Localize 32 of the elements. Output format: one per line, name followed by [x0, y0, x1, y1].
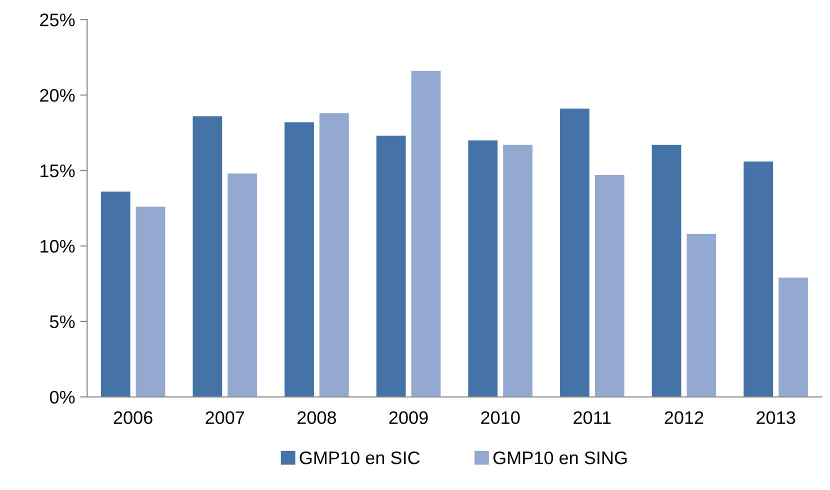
- y-tick-label: 5%: [50, 315, 75, 328]
- legend-label: GMP10 en SING: [493, 451, 627, 464]
- x-tick-label: 2006: [114, 411, 152, 424]
- y-tick-label: 25%: [40, 14, 75, 26]
- bar: [468, 140, 498, 397]
- bar: [778, 278, 808, 397]
- x-tick-label: 2012: [664, 411, 704, 424]
- x-tick-label: 2008: [298, 411, 336, 424]
- bar: [319, 113, 349, 397]
- x-tick-label: 2013: [756, 411, 796, 424]
- x-tick-label: 2011: [574, 411, 611, 424]
- x-tick-label: 2010: [481, 411, 520, 424]
- legend-label: GMP10 en SIC: [300, 451, 420, 464]
- bar: [652, 144, 682, 397]
- bar: [376, 136, 406, 397]
- bar: [686, 234, 716, 397]
- bar: [228, 174, 258, 397]
- y-tick-label: 10%: [40, 240, 75, 253]
- bar: [192, 116, 222, 397]
- y-tick-label: 20%: [40, 88, 75, 102]
- bar: [411, 70, 441, 397]
- bar: [284, 122, 314, 397]
- x-tick-label: 2007: [206, 411, 244, 424]
- bar: [503, 144, 532, 397]
- bar: [744, 161, 774, 397]
- x-tick-label: 2009: [389, 411, 428, 424]
- y-tick-label: 0%: [50, 390, 75, 404]
- bar: [136, 206, 166, 397]
- bar: [560, 108, 590, 397]
- bar: [594, 175, 624, 397]
- y-tick-label: 15%: [40, 164, 75, 178]
- bar: [100, 192, 130, 397]
